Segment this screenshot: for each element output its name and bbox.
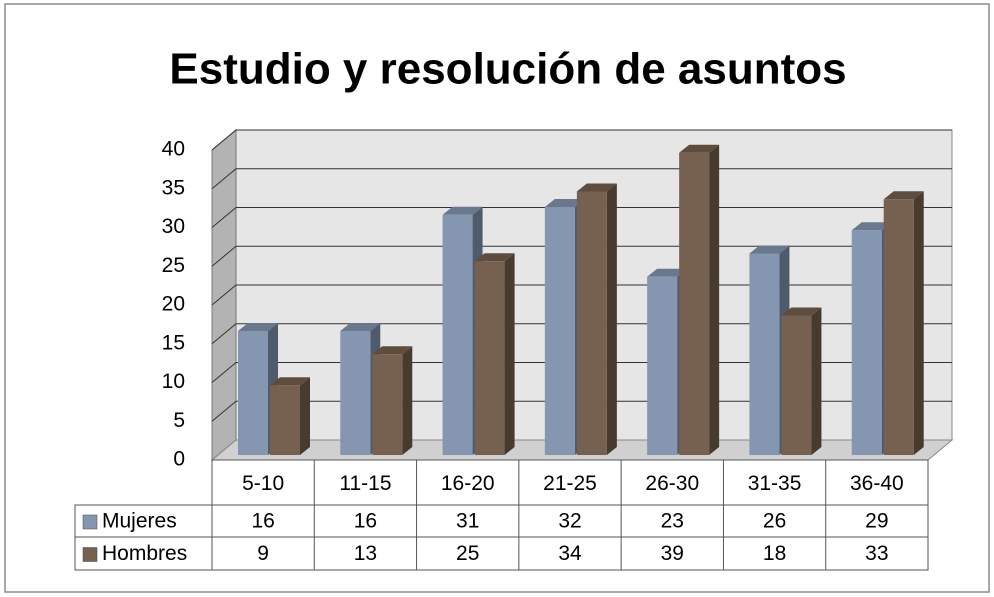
y-tick-label: 30 bbox=[162, 215, 185, 238]
bar-side bbox=[504, 253, 515, 455]
legend-swatch bbox=[82, 547, 98, 562]
table-cell: 26 bbox=[763, 510, 786, 533]
table-cell: 9 bbox=[257, 542, 269, 565]
bar-top bbox=[647, 268, 688, 277]
bar-top bbox=[340, 323, 381, 331]
chart-title: Estudio y resolución de asuntos bbox=[169, 45, 846, 94]
table-cell: 39 bbox=[661, 542, 684, 565]
bar bbox=[442, 214, 473, 455]
table-cell: 25 bbox=[456, 542, 479, 565]
bar bbox=[647, 276, 678, 455]
bar bbox=[576, 191, 607, 455]
y-tick-label: 0 bbox=[173, 448, 185, 471]
table-cell: 16 bbox=[354, 510, 377, 533]
bar bbox=[851, 230, 882, 455]
y-tick-label: 5 bbox=[173, 409, 185, 432]
bar-side bbox=[606, 183, 617, 455]
table-cell: 23 bbox=[661, 510, 684, 533]
bar-top bbox=[270, 377, 310, 386]
bar-top bbox=[442, 206, 483, 215]
bar-side bbox=[402, 346, 413, 455]
bar bbox=[883, 199, 914, 455]
bar-side bbox=[913, 191, 924, 455]
bar-top bbox=[851, 222, 892, 231]
bar bbox=[679, 152, 710, 455]
y-tick-label: 20 bbox=[162, 293, 185, 316]
bar bbox=[781, 315, 812, 455]
bar bbox=[340, 331, 371, 455]
x-tick-label: 31-35 bbox=[748, 472, 802, 495]
bar-top bbox=[883, 191, 924, 200]
table-cell: 18 bbox=[763, 542, 786, 565]
bar-top bbox=[544, 199, 585, 207]
y-tick-label: 25 bbox=[162, 254, 185, 277]
x-tick-label: 11-15 bbox=[339, 472, 391, 495]
bar bbox=[544, 207, 575, 455]
bar-top bbox=[749, 245, 790, 254]
table-cell: 13 bbox=[354, 542, 377, 565]
bar-top bbox=[576, 183, 617, 192]
bar-side bbox=[811, 307, 822, 455]
legend-label: Hombres bbox=[102, 542, 187, 565]
x-tick-label: 26-30 bbox=[645, 472, 699, 495]
y-tick-label: 15 bbox=[162, 331, 185, 354]
table-cell: 33 bbox=[865, 542, 888, 565]
x-tick-label: 36-40 bbox=[850, 472, 904, 495]
y-tick-label: 40 bbox=[162, 138, 185, 161]
table-cell: 29 bbox=[865, 510, 888, 533]
bar bbox=[238, 331, 268, 455]
bar bbox=[474, 261, 505, 455]
x-tick-label: 5-10 bbox=[242, 472, 284, 495]
table-cell: 32 bbox=[558, 510, 581, 533]
bar-top bbox=[679, 144, 720, 153]
legend-label: Mujeres bbox=[102, 510, 177, 533]
table-cell: 34 bbox=[558, 542, 582, 565]
bar-side bbox=[300, 377, 310, 455]
bar-top bbox=[781, 307, 822, 316]
bar bbox=[270, 385, 300, 455]
bar bbox=[372, 354, 403, 455]
table-cell: 16 bbox=[251, 510, 274, 533]
x-tick-label: 21-25 bbox=[543, 472, 597, 495]
y-tick-label: 10 bbox=[162, 370, 185, 393]
bar-top bbox=[238, 323, 278, 331]
bar-top bbox=[474, 253, 515, 262]
table-cell: 31 bbox=[456, 510, 479, 533]
bar-side bbox=[709, 144, 720, 455]
legend-swatch bbox=[82, 514, 98, 530]
x-tick-label: 16-20 bbox=[441, 472, 495, 495]
y-tick-label: 35 bbox=[162, 176, 185, 199]
grid-line bbox=[211, 129, 952, 151]
bar-top bbox=[372, 346, 413, 355]
bar bbox=[749, 253, 780, 455]
